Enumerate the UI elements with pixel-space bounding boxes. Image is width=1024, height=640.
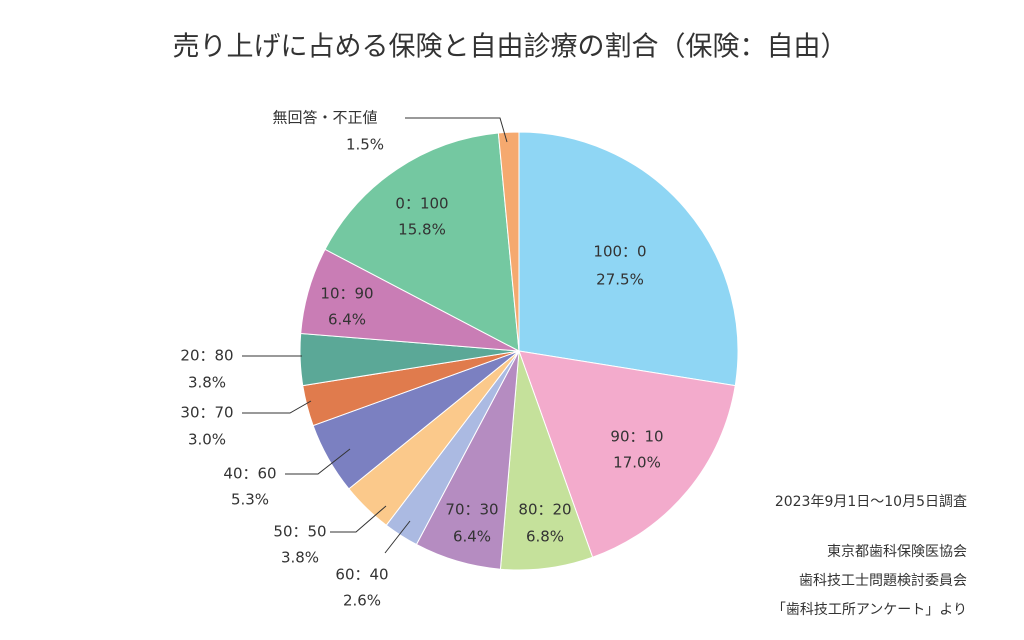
slice-label: 20：80	[180, 347, 233, 365]
value-label: 6.4%	[453, 528, 491, 546]
source: 「歯科技工所アンケート」より	[772, 602, 967, 618]
value-label: 6.8%	[526, 528, 564, 546]
leader-line	[405, 117, 508, 143]
slice-label: 70：30	[445, 501, 498, 519]
slice-label: 80：20	[518, 501, 571, 519]
pie-slice	[518, 131, 739, 387]
slice-label: 0：100	[395, 195, 448, 213]
source: 東京都歯科保険医協会	[827, 544, 967, 560]
value-label: 3.0%	[188, 431, 226, 449]
slice-label: 30：70	[180, 404, 233, 422]
value-label: 15.8%	[398, 221, 446, 239]
note: 2023年9月1日～10月5日調査	[775, 494, 967, 510]
slice-label: 50：50	[273, 523, 326, 541]
value-label: 3.8%	[281, 549, 319, 567]
value-label: 3.8%	[188, 374, 226, 392]
pie-slice	[324, 132, 520, 352]
value-label: 1.5%	[346, 136, 384, 154]
value-label: 2.6%	[343, 592, 381, 610]
slice-label: 40：60	[223, 465, 276, 483]
value-label: 6.4%	[328, 311, 366, 329]
source: 歯科技工士問題検討委員会	[799, 573, 967, 589]
value-label: 5.3%	[231, 491, 269, 509]
pie-slice	[497, 131, 520, 352]
slice-label: 無回答・不正値	[272, 109, 377, 127]
slice-label: 60：40	[335, 566, 388, 584]
slice-label: 10：90	[320, 285, 373, 303]
leader-line	[285, 448, 351, 475]
slice-label: 90：10	[610, 428, 663, 446]
value-label: 17.0%	[613, 454, 661, 472]
value-label: 27.5%	[596, 271, 644, 289]
leader-line	[384, 520, 411, 554]
pie-slice	[518, 350, 736, 558]
slice-label: 100：0	[593, 243, 646, 261]
leader-line	[330, 505, 387, 533]
chart-title: 売り上げに占める保険と自由診療の割合（保険：自由）	[173, 32, 848, 63]
leader-line	[242, 400, 312, 414]
